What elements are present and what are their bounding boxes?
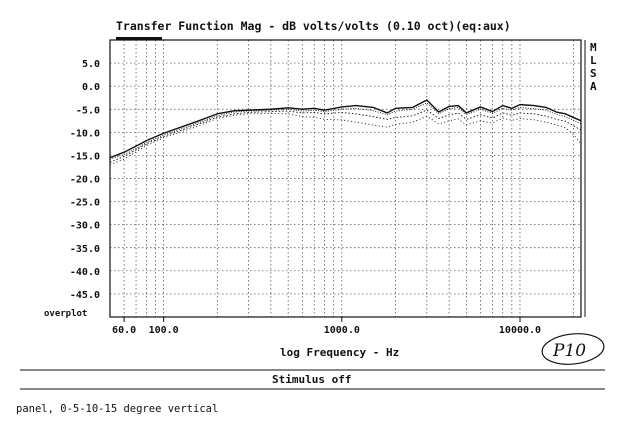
x-tick-label: 1000.0 [324,325,360,336]
y-tick-label: -30.0 [70,221,100,232]
y-tick-label: -5.0 [76,105,100,116]
stimulus-status: Stimulus off [272,373,351,386]
title-underline-mark [116,37,162,40]
plot-frame [109,39,582,318]
x-tick-label: 60.0 [112,325,136,336]
figure-caption: panel, 0-5-10-15 degree vertical [16,403,218,415]
y-tick-label: -15.0 [70,151,100,162]
x-axis-label: log Frequency - Hz [280,346,399,359]
series-line-1 [109,99,582,159]
x-axis-ticks: 60.0 100.0 1000.0 10000.0 [112,317,541,336]
y-tick-label: -40.0 [70,267,100,278]
y-tick-label: -25.0 [70,198,100,209]
overplot-label: overplot [44,309,87,319]
legend-entry-s: S [590,67,597,80]
handwritten-annotation-text: P10 [552,341,586,361]
y-tick-label: -10.0 [70,128,100,139]
y-tick-label: 0.0 [82,82,100,93]
x-tick-label: 10000.0 [499,325,541,336]
legend-entry-a: A [590,80,597,93]
legend-entry-m: M [590,41,597,54]
series-line-3 [109,109,582,163]
chart-title: Transfer Function Mag - dB volts/volts (… [116,19,511,33]
y-tick-label: -35.0 [70,244,100,255]
y-tick-label: -45.0 [70,290,100,301]
grid [109,40,581,317]
y-axis-ticks: 5.0 0.0 -5.0 -10.0 -15.0 -20.0 -25.0 -30.0 -35.0… [70,59,100,301]
y-tick-label: 5.0 [82,59,100,70]
x-tick-label: 100.0 [149,325,179,336]
handwritten-annotation: P10 [541,333,605,365]
series-lines [109,99,582,166]
y-tick-label: -20.0 [70,175,100,186]
series-line-4 [109,112,582,166]
legend-entry-l: L [590,54,597,67]
